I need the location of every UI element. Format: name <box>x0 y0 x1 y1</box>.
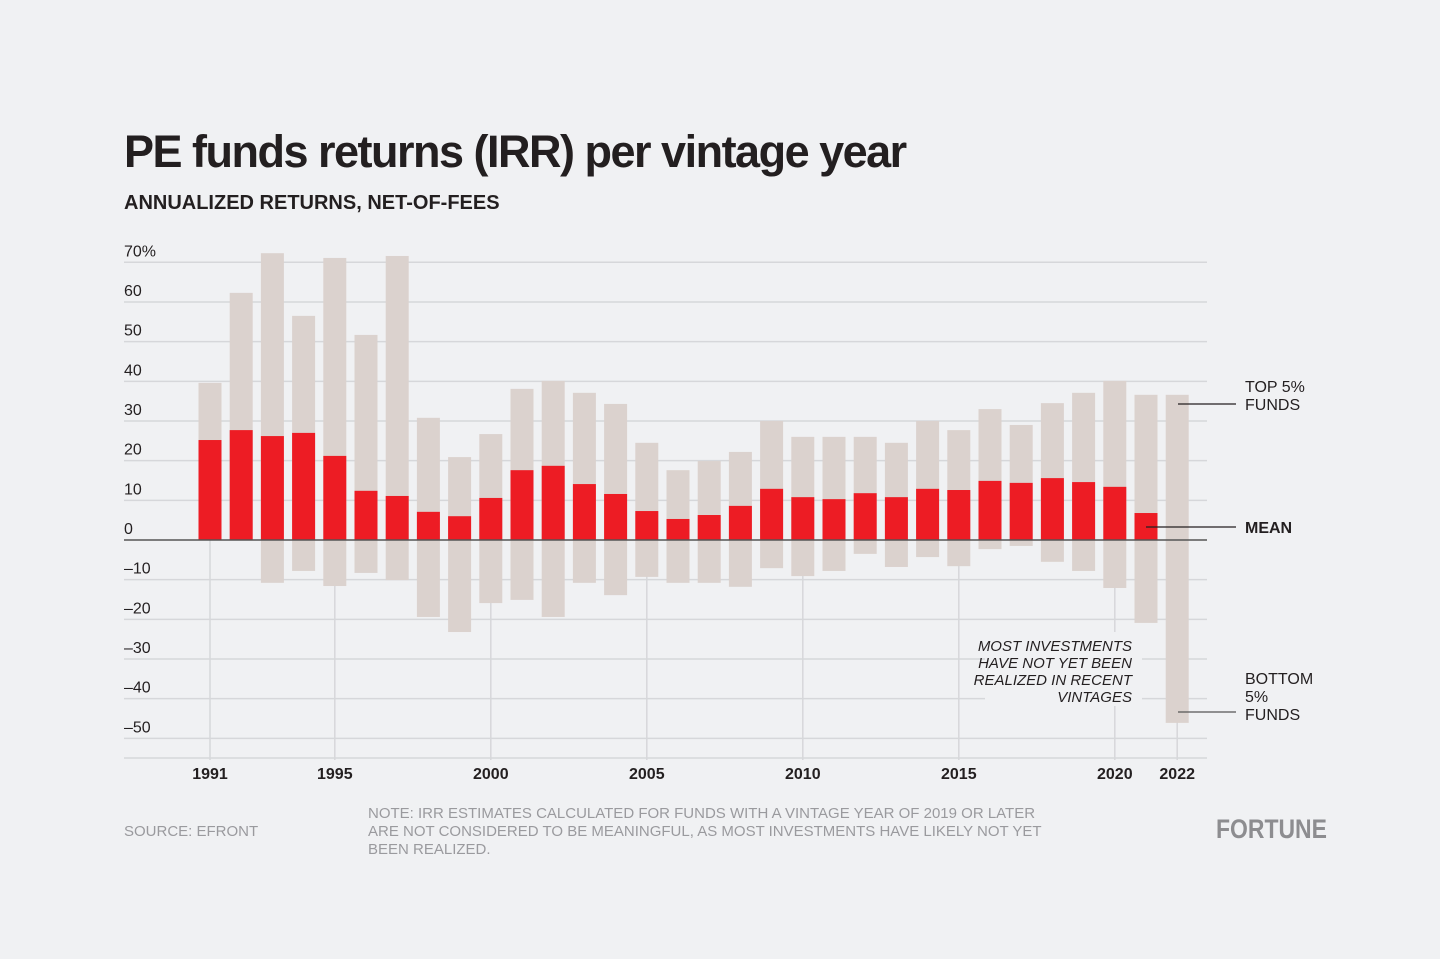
mean-bar-2010 <box>791 497 815 540</box>
mean-bar-1994 <box>292 432 316 540</box>
top-label: TOP 5% <box>1245 379 1305 396</box>
fortune-logo: FORTUNE <box>1216 814 1327 844</box>
x-tick-label: 1991 <box>192 766 228 783</box>
mean-bar-2006 <box>666 518 690 540</box>
range-bar-2020 <box>1103 380 1127 589</box>
x-tick-label: 1995 <box>317 766 353 783</box>
y-tick-label: 40 <box>124 362 142 379</box>
y-tick-label: –40 <box>124 680 151 697</box>
mean-bar-2001 <box>510 470 534 540</box>
mean-bar-2016 <box>978 480 1002 540</box>
y-tick-label: 10 <box>124 481 142 498</box>
mean-bar-2017 <box>1009 482 1033 540</box>
x-tick-label: 2010 <box>785 766 821 783</box>
chart-subtitle: ANNUALIZED RETURNS, NET-OF-FEES <box>124 192 500 214</box>
y-tick-label: 0 <box>124 521 133 538</box>
note-background <box>985 632 1142 706</box>
bottom-label: BOTTOM <box>1245 671 1313 688</box>
y-tick-label: –20 <box>124 600 151 617</box>
mean-bar-2002 <box>541 465 565 540</box>
y-tick-label: –50 <box>124 719 151 736</box>
y-tick-label: –10 <box>124 561 151 578</box>
mean-bar-1996 <box>354 490 378 540</box>
y-tick-label: 30 <box>124 402 142 419</box>
mean-bar-1997 <box>385 495 409 540</box>
x-tick-label: 2020 <box>1097 766 1133 783</box>
mean-bar-2015 <box>947 490 971 540</box>
mean-bar-2007 <box>697 515 721 540</box>
mean-bar-2003 <box>572 484 596 540</box>
x-tick-label: 2005 <box>629 766 665 783</box>
mean-bar-2012 <box>853 493 877 540</box>
range-bar-1999 <box>448 457 472 633</box>
mean-bar-1999 <box>448 516 472 540</box>
x-tick-label: 2015 <box>941 766 977 783</box>
x-tick-label: 2000 <box>473 766 509 783</box>
y-tick-label: 20 <box>124 442 142 459</box>
mean-bar-2014 <box>916 488 940 540</box>
mean-bar-2005 <box>635 511 659 540</box>
bottom-label: 5% <box>1245 689 1268 706</box>
mean-bar-2018 <box>1040 478 1064 540</box>
mean-bar-2004 <box>604 493 628 540</box>
mean-bar-1992 <box>229 430 253 540</box>
range-bar-2021 <box>1134 394 1158 623</box>
range-bar-2005 <box>635 442 659 577</box>
mean-bar-2008 <box>728 505 752 540</box>
range-bar-2019 <box>1072 392 1096 571</box>
bottom-label: FUNDS <box>1245 707 1300 724</box>
y-tick-label: 70% <box>124 243 156 260</box>
recent-vintages-note: HAVE NOT YET BEEN <box>978 655 1132 672</box>
chart-title: PE funds returns (IRR) per vintage year <box>124 126 907 177</box>
y-tick-label: 60 <box>124 283 142 300</box>
mean-bar-1998 <box>416 511 440 540</box>
mean-label: MEAN <box>1245 520 1292 537</box>
mean-bar-1995 <box>323 455 347 540</box>
source-note: SOURCE: EFRONT <box>124 823 259 840</box>
recent-vintages-note: VINTAGES <box>1057 689 1132 706</box>
mean-bar-1993 <box>260 436 284 540</box>
top-label: FUNDS <box>1245 397 1300 414</box>
mean-bar-2009 <box>760 488 784 540</box>
footnote: NOTE: IRR ESTIMATES CALCULATED FOR FUNDS… <box>368 805 1042 858</box>
mean-bar-2011 <box>822 499 846 540</box>
mean-bar-2019 <box>1072 482 1096 540</box>
x-tick-label: 2022 <box>1159 766 1195 783</box>
recent-vintages-note: MOST INVESTMENTS <box>978 638 1132 655</box>
y-tick-label: 50 <box>124 323 142 340</box>
range-bar-2022 <box>1165 394 1189 723</box>
mean-bar-2013 <box>884 497 908 540</box>
mean-bar-1991 <box>198 440 222 540</box>
recent-vintages-note: REALIZED IN RECENT <box>974 672 1134 689</box>
mean-bar-2000 <box>479 497 503 540</box>
y-tick-label: –30 <box>124 640 151 657</box>
mean-bar-2020 <box>1103 486 1127 540</box>
